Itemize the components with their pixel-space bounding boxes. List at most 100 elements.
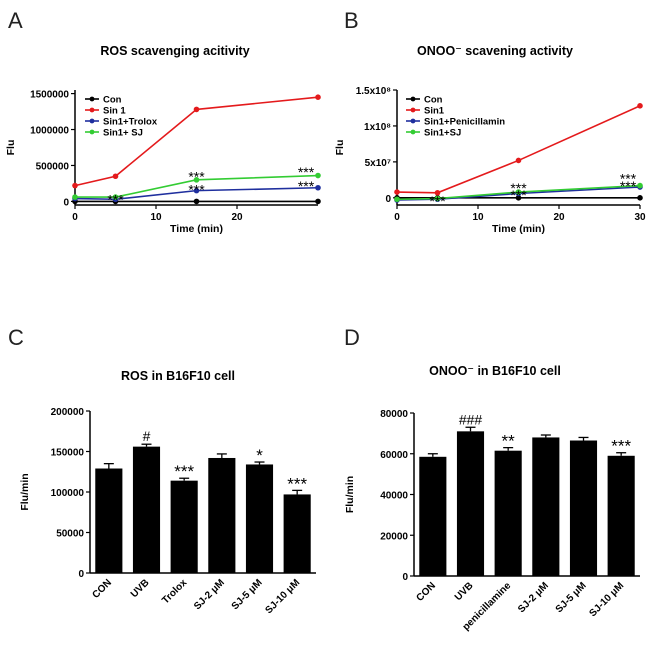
data-point — [193, 106, 200, 113]
y-tick-label: 80000 — [380, 409, 408, 420]
y-tick-label: 1500000 — [30, 90, 69, 101]
significance-marker: *** — [510, 180, 527, 196]
significance-marker: *** — [107, 192, 124, 208]
data-point — [193, 187, 200, 194]
y-axis-label: Flu — [5, 140, 17, 156]
bar — [208, 457, 236, 573]
x-tick-label: SJ-10 μM — [587, 580, 626, 619]
bar — [532, 437, 560, 576]
significance-marker: *** — [510, 187, 527, 203]
y-tick-label: 500000 — [36, 161, 70, 172]
y-axis-label: Flu/min — [19, 473, 31, 510]
x-tick-label: Trolox — [160, 577, 189, 606]
panel-letter: C — [8, 325, 24, 350]
panel-letter: A — [8, 8, 23, 33]
legend-label: Con — [103, 95, 122, 106]
bar — [283, 494, 311, 573]
bar — [569, 440, 598, 576]
chart-title: ONOO⁻ in B16F10 cell — [429, 364, 561, 378]
y-tick-label: 0 — [402, 572, 408, 583]
legend-label: Sin1+Penicillamin — [424, 117, 505, 128]
x-tick-label: UVB — [129, 577, 152, 600]
y-axis-label: Flu — [334, 140, 346, 156]
legend-marker — [89, 107, 95, 113]
data-point — [515, 157, 522, 164]
data-point — [515, 195, 522, 201]
significance-marker: *** — [298, 178, 315, 194]
bar — [170, 480, 198, 573]
bar — [419, 456, 447, 576]
significance-marker: ### — [459, 411, 483, 427]
panel-b: B ONOO⁻ scavening activity 0 5x10⁷ 1x10⁸ 1.5x… — [334, 8, 646, 235]
y-tick-label: 1.5x10⁸ — [356, 86, 392, 97]
data-point — [637, 195, 643, 201]
chart-title: ONOO⁻ scavening activity — [417, 44, 573, 58]
bar — [245, 464, 274, 573]
chart-title: ROS in B16F10 cell — [121, 369, 235, 383]
legend-marker — [410, 129, 416, 135]
significance-marker: *** — [174, 462, 194, 481]
data-point — [315, 172, 321, 179]
data-point — [72, 194, 78, 200]
y-tick-label: 0 — [78, 569, 84, 580]
data-point — [112, 194, 119, 200]
significance-marker: *** — [611, 437, 631, 456]
legend-label: Con — [424, 95, 443, 106]
y-tick-label: 1000000 — [30, 126, 69, 137]
series-line-sin-1 — [74, 96, 319, 187]
data-point — [315, 184, 321, 191]
x-axis-label: Time (min) — [170, 223, 223, 235]
panel-letter: B — [344, 8, 359, 33]
data-point — [434, 195, 441, 202]
data-point — [394, 196, 400, 203]
significance-marker: *** — [620, 171, 637, 187]
legend-label: Sin1+Trolox — [103, 117, 158, 128]
x-tick-label: 20 — [553, 212, 565, 223]
legend-marker — [410, 96, 416, 102]
legend-label: Sin1 — [424, 106, 445, 117]
bar — [132, 446, 161, 573]
significance-marker: *** — [287, 474, 307, 493]
data-point — [72, 182, 78, 189]
x-tick-label: 0 — [394, 212, 400, 223]
significance-marker: *** — [429, 193, 446, 209]
significance-marker: # — [143, 428, 151, 444]
significance-marker: ** — [502, 432, 516, 451]
x-tick-label: CON — [90, 577, 114, 601]
data-point — [193, 177, 200, 183]
x-tick-label: 10 — [150, 212, 162, 223]
y-tick-label: 50000 — [56, 529, 84, 540]
series-line-sin1-sj — [396, 184, 641, 201]
data-point — [315, 198, 321, 205]
series-line-sin1-sj — [75, 174, 319, 198]
y-tick-label: 0 — [63, 197, 69, 208]
data-point — [112, 173, 119, 180]
data-point — [434, 189, 441, 196]
y-axis-label: Flu/min — [344, 476, 356, 513]
y-tick-label: 150000 — [51, 448, 85, 459]
x-tick-label: CON — [414, 580, 438, 604]
legend-label: Sin1+SJ — [424, 128, 461, 139]
y-tick-label: 5x10⁷ — [365, 158, 391, 169]
legend-marker — [89, 118, 95, 124]
significance-marker: *** — [188, 169, 205, 185]
x-tick-label: 30 — [634, 212, 646, 223]
panel-c: C ROS in B16F10 cell 0 50000 100000 150000 200… — [8, 325, 316, 616]
x-tick-label: SJ-2 μM — [516, 580, 551, 615]
x-tick-label: UVB — [453, 580, 476, 603]
x-tick-label: SJ-2 μM — [192, 577, 227, 612]
bar — [607, 455, 635, 576]
significance-marker: * — [256, 446, 263, 465]
bar — [494, 450, 522, 576]
x-tick-label: SJ-5 μM — [554, 580, 589, 615]
legend-marker — [89, 96, 95, 102]
data-point — [394, 189, 400, 195]
data-point — [315, 94, 321, 100]
x-tick-label: SJ-5 μM — [230, 577, 265, 612]
legend-marker — [89, 129, 95, 135]
x-axis-label: Time (min) — [492, 223, 545, 235]
panel-d: D ONOO⁻ in B16F10 cell 0 20000 40000 60000 800… — [344, 325, 640, 633]
y-tick-label: 60000 — [380, 450, 408, 461]
